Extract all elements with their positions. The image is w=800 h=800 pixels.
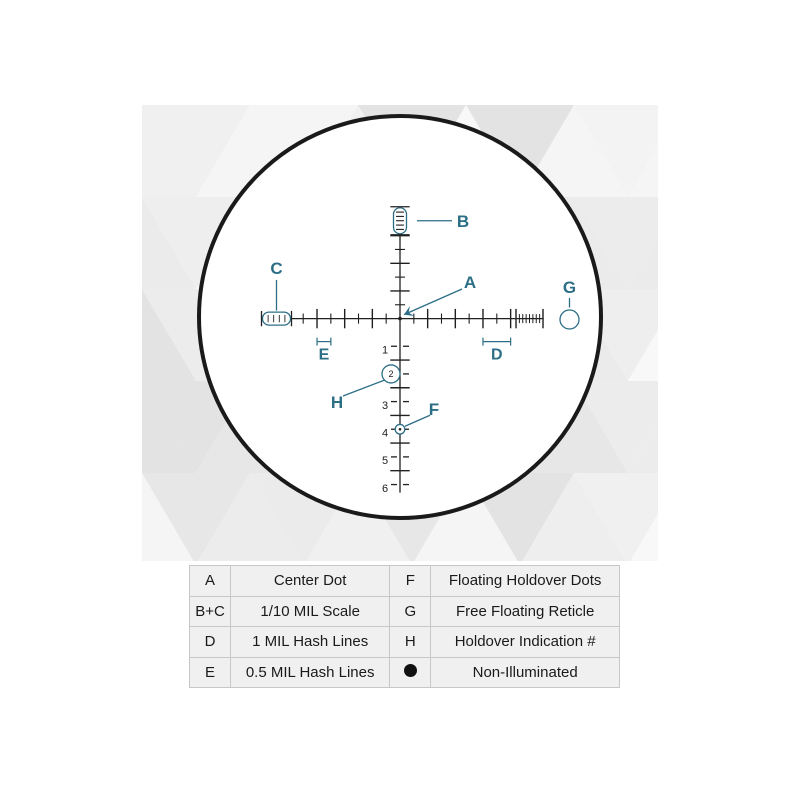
svg-text:3: 3: [382, 400, 388, 412]
svg-text:B: B: [457, 212, 469, 231]
svg-text:D: D: [491, 347, 503, 364]
svg-text:E: E: [319, 347, 330, 364]
svg-text:5: 5: [382, 455, 388, 467]
svg-text:1: 1: [382, 344, 388, 356]
svg-text:C: C: [270, 259, 282, 278]
svg-text:6: 6: [382, 483, 388, 495]
svg-text:H: H: [331, 393, 343, 412]
svg-text:G: G: [563, 278, 576, 297]
svg-text:A: A: [464, 273, 476, 292]
svg-text:F: F: [429, 400, 439, 419]
svg-text:4: 4: [382, 427, 388, 439]
svg-text:2: 2: [388, 369, 393, 379]
